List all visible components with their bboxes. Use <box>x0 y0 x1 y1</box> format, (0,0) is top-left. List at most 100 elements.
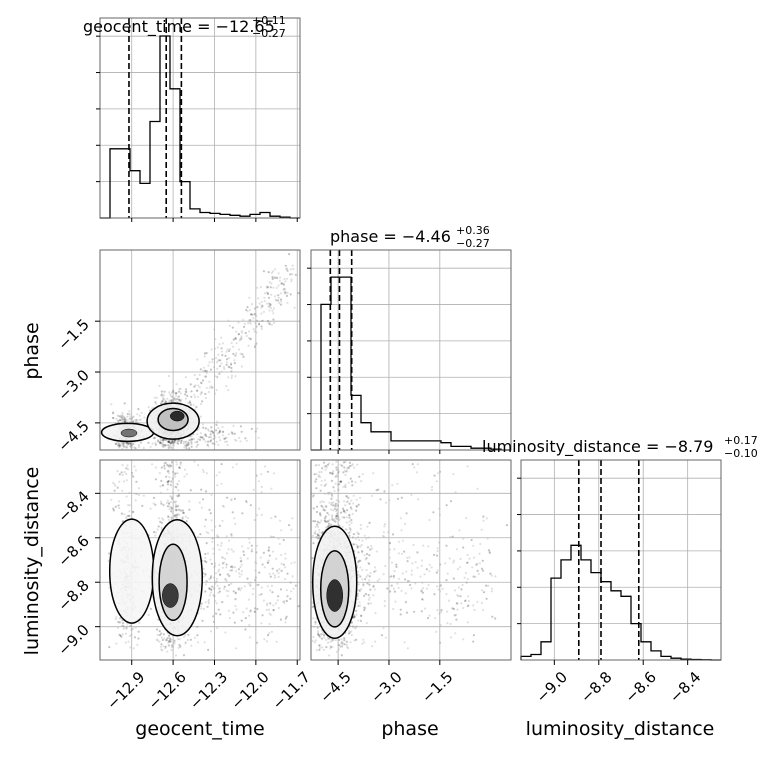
sample-point <box>121 418 124 421</box>
sample-point <box>270 517 273 520</box>
sample-point <box>211 442 214 445</box>
sample-point <box>208 587 211 590</box>
sample-point <box>253 610 256 613</box>
sample-point <box>164 647 167 650</box>
sample-point <box>178 643 181 647</box>
sample-point <box>207 602 210 605</box>
sample-point <box>243 553 246 557</box>
sample-point <box>125 467 128 470</box>
sample-point <box>271 275 274 279</box>
sample-point <box>174 503 178 506</box>
sample-point <box>285 294 288 297</box>
sample-point <box>238 339 241 342</box>
sample-point <box>129 442 132 445</box>
sample-point <box>123 402 126 405</box>
sample-point <box>165 400 168 403</box>
sample-point <box>196 634 199 637</box>
sample-point <box>162 484 165 487</box>
sample-point <box>266 470 269 473</box>
sample-point <box>227 357 231 360</box>
sample-point <box>196 377 199 381</box>
sample-point <box>226 348 229 351</box>
sample-point <box>212 431 215 434</box>
sample-point <box>207 440 210 443</box>
sample-point <box>173 473 176 476</box>
sample-point <box>173 397 176 400</box>
sample-point <box>124 632 128 635</box>
sample-point <box>260 325 263 328</box>
sample-point <box>163 464 166 467</box>
sample-point <box>216 346 219 349</box>
sample-point <box>140 411 143 414</box>
sample-point <box>232 352 235 356</box>
sample-point <box>205 386 208 389</box>
sample-point <box>204 375 208 378</box>
sample-point <box>267 546 271 549</box>
sample-point <box>164 645 167 648</box>
sample-point <box>270 271 273 274</box>
sample-point <box>286 595 289 598</box>
sample-point <box>240 587 243 590</box>
sample-point <box>257 323 260 326</box>
sample-point <box>117 414 120 418</box>
sample-point <box>175 516 178 519</box>
sample-point <box>268 612 271 615</box>
sample-point <box>260 327 263 330</box>
sample-point <box>277 272 280 275</box>
sample-point <box>239 556 242 560</box>
sample-point <box>223 585 226 588</box>
sample-point <box>252 587 255 591</box>
sample-point <box>199 393 202 396</box>
sample-point <box>179 399 182 402</box>
sample-point <box>125 446 128 449</box>
sample-point <box>208 380 211 383</box>
sample-point <box>197 464 200 467</box>
sample-point <box>256 514 259 517</box>
sample-point <box>125 495 128 498</box>
sample-point <box>116 414 119 417</box>
sample-point <box>207 440 210 443</box>
sample-point <box>206 443 209 446</box>
sample-point <box>204 573 207 576</box>
sample-point <box>175 391 178 395</box>
sample-point <box>263 638 266 641</box>
sample-point <box>162 503 165 506</box>
sample-point <box>190 438 193 441</box>
sample-point <box>197 443 200 446</box>
sample-point <box>227 590 230 593</box>
sample-point <box>210 430 213 433</box>
sample-point <box>274 602 277 605</box>
sample-point <box>164 444 167 447</box>
sample-point <box>119 443 122 446</box>
sample-point <box>234 598 237 601</box>
sample-point <box>161 649 164 652</box>
sample-point <box>194 384 197 387</box>
sample-point <box>269 613 272 616</box>
sample-point <box>263 296 266 299</box>
sample-point <box>217 608 220 611</box>
sample-point <box>273 576 276 579</box>
sample-point <box>234 337 237 340</box>
sample-point <box>269 286 272 289</box>
sample-point <box>273 276 276 279</box>
sample-point <box>175 383 178 386</box>
sample-point <box>155 638 158 641</box>
sample-point <box>244 617 247 620</box>
sample-point <box>147 441 150 444</box>
sample-point <box>161 395 164 398</box>
sample-point <box>187 443 190 446</box>
sample-point <box>121 420 124 423</box>
sample-point <box>210 588 213 591</box>
sample-point <box>166 480 170 483</box>
sample-point <box>237 568 240 571</box>
sample-point <box>205 352 208 355</box>
sample-point <box>193 393 196 396</box>
sample-point <box>174 505 177 508</box>
sample-point <box>198 501 201 504</box>
sample-point <box>203 641 206 644</box>
sample-point <box>225 563 228 566</box>
sample-point <box>159 402 162 405</box>
sample-point <box>114 618 117 621</box>
sample-point <box>203 375 206 378</box>
sample-point <box>199 432 202 435</box>
